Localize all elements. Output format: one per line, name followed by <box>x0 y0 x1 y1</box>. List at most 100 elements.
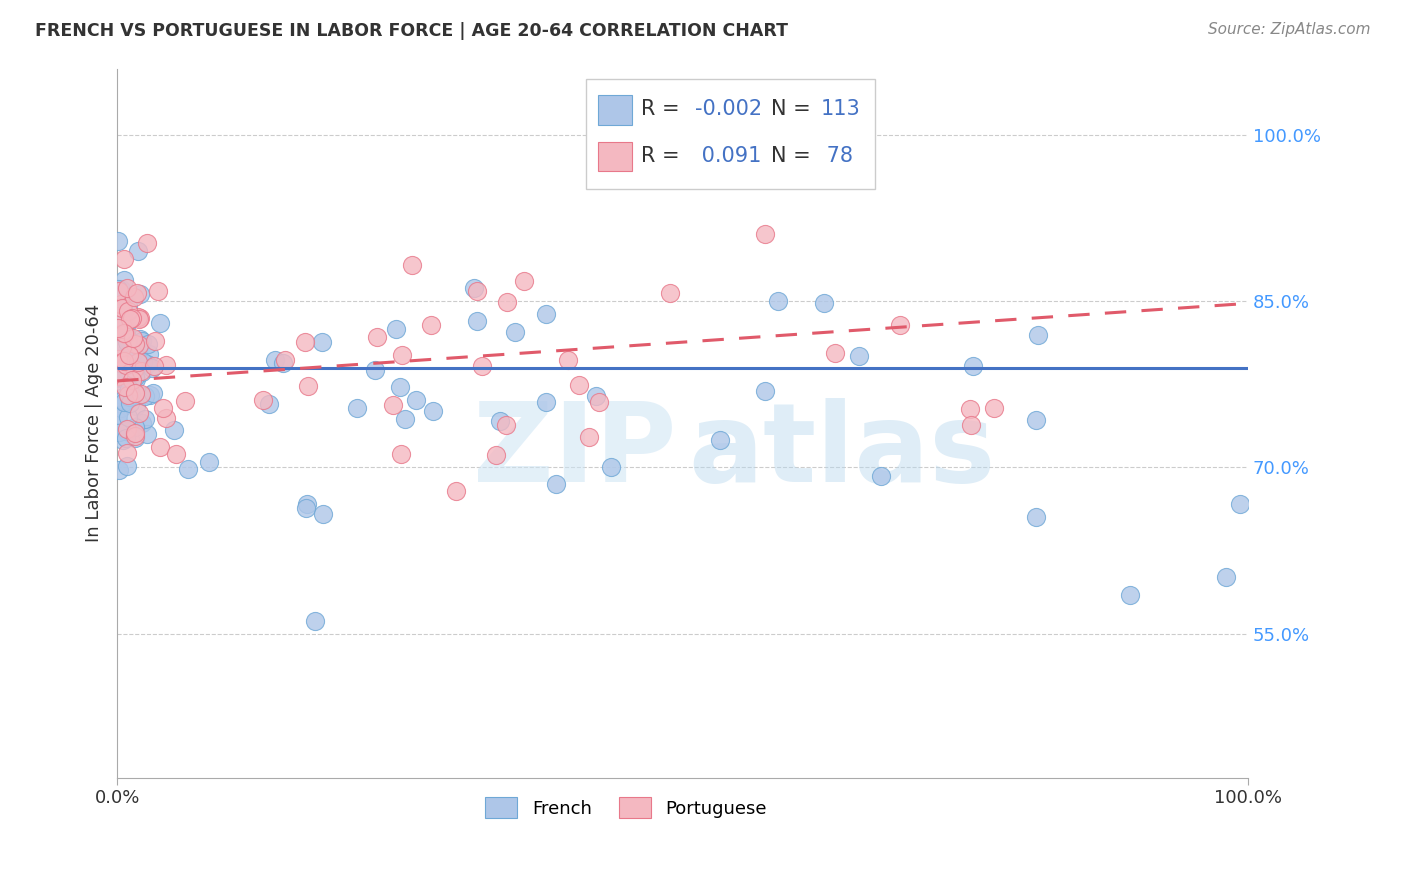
Point <box>117 458 139 473</box>
Point <box>118 312 141 326</box>
Point <box>110 282 132 296</box>
Point <box>983 401 1005 415</box>
Point <box>114 351 136 365</box>
Point <box>107 414 129 428</box>
Point <box>108 394 131 409</box>
Point <box>766 293 789 308</box>
Point <box>112 273 135 287</box>
Point <box>1119 589 1142 603</box>
Point <box>129 363 152 377</box>
Point <box>107 351 129 365</box>
Point <box>848 349 870 363</box>
Point <box>127 347 149 361</box>
Point <box>513 274 536 288</box>
Point <box>297 379 319 393</box>
Point <box>588 395 610 409</box>
Point <box>131 334 153 349</box>
Point <box>128 406 150 420</box>
Point <box>114 252 136 267</box>
Point <box>107 462 129 476</box>
Point <box>394 412 416 426</box>
Point <box>115 431 138 445</box>
Point <box>294 335 316 350</box>
Point <box>120 368 142 382</box>
Point <box>568 377 591 392</box>
Point <box>364 362 387 376</box>
Point <box>117 299 139 313</box>
Point <box>446 483 468 498</box>
Point <box>112 354 135 368</box>
Point <box>108 284 131 298</box>
Point <box>121 311 143 326</box>
Point <box>136 357 159 371</box>
Point <box>389 380 412 394</box>
Point <box>115 359 138 373</box>
Point <box>118 395 141 409</box>
Point <box>163 423 186 437</box>
Point <box>142 385 165 400</box>
Point <box>115 281 138 295</box>
Point <box>120 386 142 401</box>
Point <box>141 361 163 376</box>
Point <box>471 359 494 374</box>
Point <box>110 342 132 356</box>
Point <box>115 422 138 436</box>
Point <box>274 353 297 368</box>
Point <box>114 327 136 342</box>
Point <box>311 334 333 349</box>
Bar <box>598 142 631 171</box>
Point <box>112 393 135 408</box>
Point <box>128 332 150 346</box>
Point <box>148 284 170 298</box>
Point <box>111 357 134 371</box>
Text: atlas: atlas <box>688 398 995 505</box>
Point <box>110 297 132 311</box>
Point <box>124 426 146 441</box>
Point <box>107 282 129 296</box>
Point <box>115 368 138 383</box>
Point <box>389 447 412 461</box>
Point <box>122 290 145 304</box>
Point <box>110 387 132 401</box>
Point <box>124 346 146 360</box>
Point <box>534 307 557 321</box>
Point <box>124 420 146 434</box>
Point <box>252 392 274 407</box>
Point <box>118 351 141 365</box>
Point <box>122 331 145 345</box>
Point <box>107 408 129 422</box>
Point <box>117 446 139 460</box>
Text: Source: ZipAtlas.com: Source: ZipAtlas.com <box>1208 22 1371 37</box>
Point <box>142 359 165 373</box>
Text: N =: N = <box>770 145 817 166</box>
Point <box>107 364 129 378</box>
Point <box>534 395 557 409</box>
Point <box>138 347 160 361</box>
Point <box>149 316 172 330</box>
Point <box>709 433 731 447</box>
Point <box>1229 497 1251 511</box>
Text: ZIP: ZIP <box>474 398 676 505</box>
Point <box>135 427 157 442</box>
Point <box>165 447 187 461</box>
Point <box>114 380 136 394</box>
Point <box>117 410 139 425</box>
Point <box>134 389 156 403</box>
Point <box>658 286 681 301</box>
Point <box>149 440 172 454</box>
Point <box>121 390 143 404</box>
Text: 113: 113 <box>821 99 860 119</box>
Point <box>813 296 835 310</box>
Point <box>127 310 149 325</box>
Point <box>824 346 846 360</box>
Point <box>889 318 911 332</box>
Point <box>108 425 131 439</box>
Point <box>117 390 139 404</box>
Point <box>127 244 149 258</box>
Point <box>112 367 135 381</box>
Text: R =: R = <box>641 99 686 119</box>
Point <box>121 373 143 387</box>
Point <box>155 358 177 372</box>
Text: N =: N = <box>770 99 817 119</box>
Point <box>132 355 155 369</box>
